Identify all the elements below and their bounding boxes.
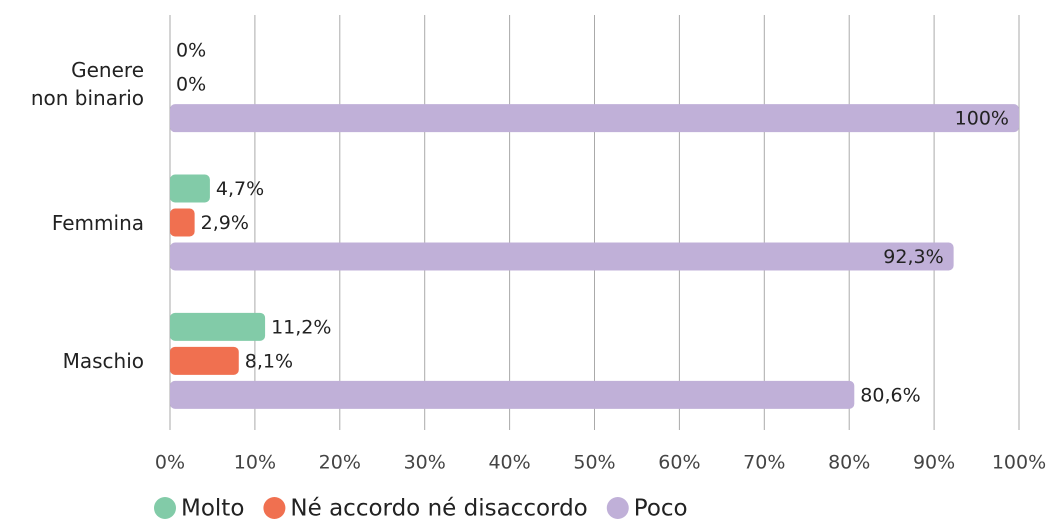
value-label: 4,7%: [216, 178, 264, 200]
value-label: 0%: [176, 74, 206, 96]
category-label: Femmina: [51, 210, 144, 235]
legend-marker: [606, 497, 629, 519]
x-tick-label: 100%: [992, 452, 1046, 474]
legend-label: Molto: [181, 496, 244, 522]
bar: [170, 174, 210, 203]
x-tick-label: 40%: [488, 452, 530, 474]
value-label: 8,1%: [245, 350, 293, 372]
x-tick-label: 90%: [913, 452, 955, 474]
x-tick-label: 30%: [404, 452, 446, 474]
value-label: 0%: [176, 40, 206, 62]
bar: [170, 346, 239, 375]
x-tick-label: 50%: [573, 452, 615, 474]
category-label: Maschio: [62, 348, 144, 373]
x-tick-label: 80%: [828, 452, 870, 474]
value-label: 11,2%: [271, 316, 331, 338]
value-label: 2,9%: [201, 212, 249, 234]
category-label: Genere non binario: [30, 58, 144, 111]
x-tick-label: 20%: [319, 452, 361, 474]
x-tick-label: 60%: [658, 452, 700, 474]
bar: [170, 242, 954, 271]
legend-label: Poco: [634, 496, 688, 522]
bar: [170, 104, 1019, 133]
legend-marker: [154, 497, 176, 519]
x-tick-label: 70%: [743, 452, 785, 474]
x-tick-label: 0%: [155, 452, 185, 474]
legend-marker: [263, 497, 286, 519]
bar: [170, 312, 266, 341]
value-label: 80,6%: [860, 384, 920, 406]
bar: [170, 380, 855, 409]
x-tick-label: 10%: [234, 452, 276, 474]
bar: [170, 208, 195, 237]
value-label: 100%: [955, 108, 1009, 130]
value-label: 92,3%: [883, 246, 943, 268]
legend-label: Né accordo né disaccordo: [290, 496, 587, 522]
